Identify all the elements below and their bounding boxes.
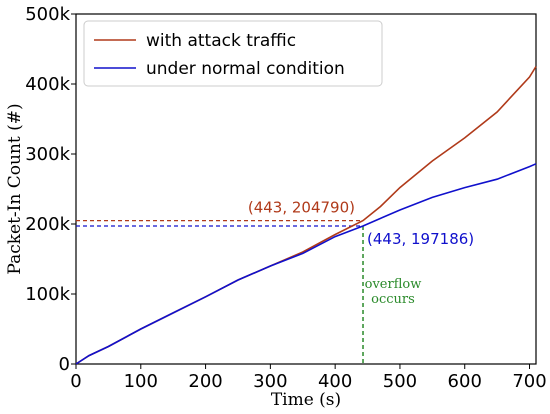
x-tick-label: 500 [383,371,417,392]
y-tick-label: 0 [59,354,70,375]
x-tick-label: 700 [512,371,546,392]
series-line-1 [75,163,537,365]
annotation-overflow-line2: occurs [371,292,415,307]
x-tick-label: 100 [124,371,158,392]
y-tick-label: 400k [25,74,70,95]
y-tick-label: 200k [25,214,70,235]
annotation-attack: (443, 204790) [248,199,355,217]
legend-label-normal: under normal condition [146,59,345,79]
legend: with attack traffic under normal conditi… [83,20,383,87]
y-tick-label: 300k [25,144,70,165]
x-tick-label: 300 [253,371,287,392]
x-tick-label: 600 [448,371,482,392]
x-axis-label: Time (s) [271,390,341,410]
plot-frame [75,13,537,365]
y-axis-label: Packet-In Count (#) [5,103,25,274]
x-tick-label: 0 [70,371,81,392]
legend-box [83,20,383,87]
legend-label-attack: with attack traffic [146,31,296,51]
x-tick-label: 200 [188,371,222,392]
annotation-overflow-line1: overflow [365,277,422,292]
annotation-normal: (443, 197186) [367,230,474,248]
y-tick-label: 500k [25,4,70,25]
y-tick-label: 100k [25,284,70,305]
x-tick-label: 400 [318,371,352,392]
